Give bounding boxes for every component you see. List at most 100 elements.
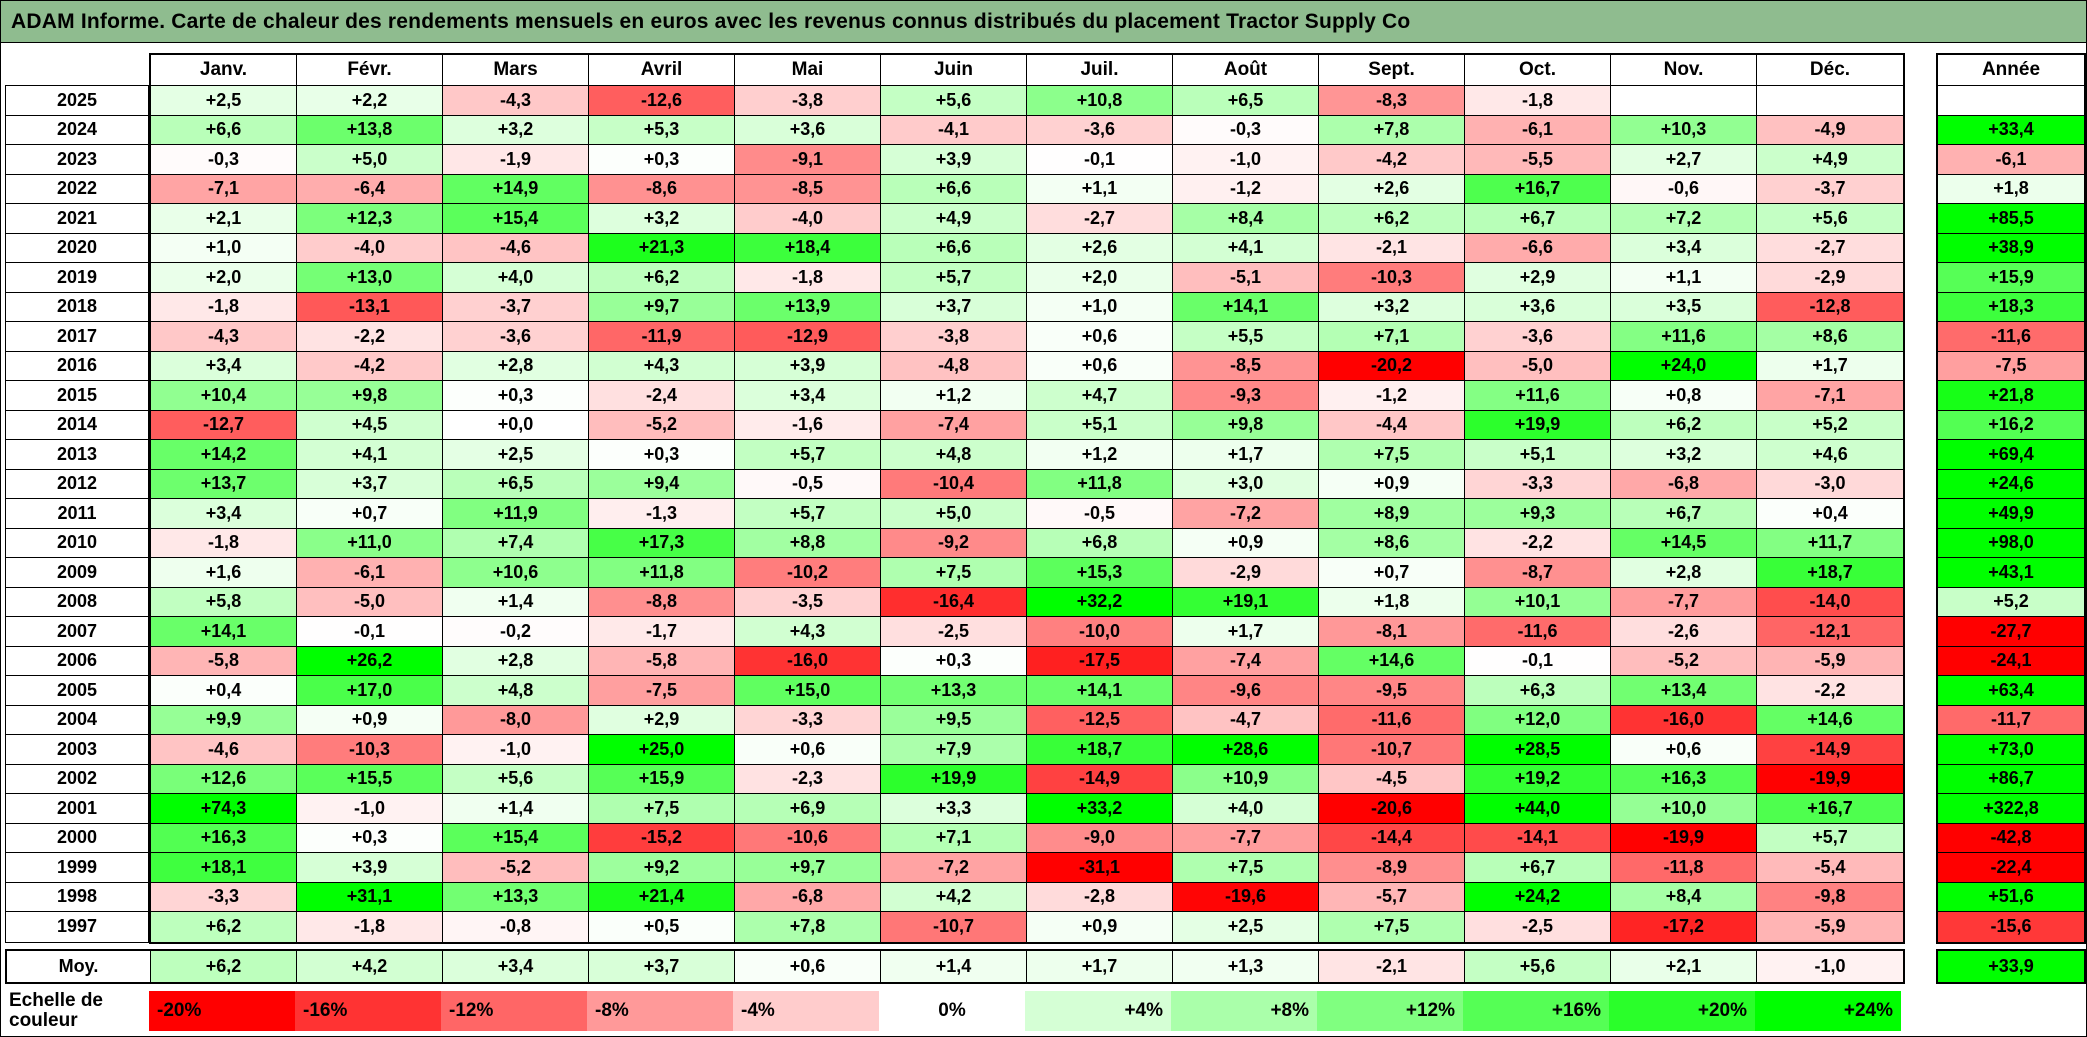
return-cell: -2,7 (1757, 233, 1903, 263)
return-cell: -5,4 (1757, 853, 1903, 883)
return-cell: +74,3 (151, 794, 297, 824)
scale-tick: -4% (733, 991, 879, 1031)
month-header: Janv. (151, 55, 297, 86)
return-cell: +0,3 (297, 823, 443, 853)
return-cell: +15,9 (589, 764, 735, 794)
annual-return-cell: -22,4 (1938, 853, 2084, 883)
year-label: 2024 (6, 115, 148, 145)
month-header: Déc. (1757, 55, 1903, 86)
annual-return-cell: -11,6 (1938, 322, 2084, 352)
return-cell: -5,2 (1611, 646, 1757, 676)
return-cell: +1,4 (443, 587, 589, 617)
return-cell: +4,5 (297, 410, 443, 440)
return-cell: +7,9 (881, 735, 1027, 765)
month-header: Juin (881, 55, 1027, 86)
return-cell: -1,8 (151, 528, 297, 558)
annual-return-cell: +85,5 (1938, 204, 2084, 234)
average-return-cell: +3,4 (443, 951, 589, 982)
return-cell: +3,6 (1465, 292, 1611, 322)
return-cell: -4,7 (1173, 705, 1319, 735)
annual-header: Année (1938, 55, 2084, 86)
return-cell: -4,0 (297, 233, 443, 263)
return-cell: +14,1 (151, 617, 297, 647)
year-label: 2015 (6, 381, 148, 411)
return-cell: -1,8 (297, 912, 443, 942)
return-cell: -9,2 (881, 528, 1027, 558)
return-cell: -11,9 (589, 322, 735, 352)
return-cell: +0,3 (881, 646, 1027, 676)
annual-return-cell: +21,8 (1938, 381, 2084, 411)
return-cell: -5,8 (151, 646, 297, 676)
return-cell: +16,7 (1757, 794, 1903, 824)
return-cell: +19,9 (881, 764, 1027, 794)
return-cell: -5,1 (1173, 263, 1319, 293)
return-cell: -3,6 (1027, 115, 1173, 145)
return-cell: +0,3 (589, 440, 735, 470)
return-cell: +3,2 (1319, 292, 1465, 322)
return-cell: -10,0 (1027, 617, 1173, 647)
return-cell: +11,8 (589, 558, 735, 588)
return-cell: +5,6 (881, 86, 1027, 116)
return-cell: -8,5 (1173, 351, 1319, 381)
return-cell: -8,6 (589, 174, 735, 204)
scale-tick: +8% (1171, 991, 1317, 1031)
return-cell: +2,0 (1027, 263, 1173, 293)
return-cell: +11,8 (1027, 469, 1173, 499)
return-cell: +18,7 (1027, 735, 1173, 765)
return-cell: +10,3 (1611, 115, 1757, 145)
return-cell: -3,7 (443, 292, 589, 322)
scale-tick: 0% (879, 991, 1025, 1031)
return-cell: -3,3 (735, 705, 881, 735)
return-cell: +18,4 (735, 233, 881, 263)
return-cell: +7,5 (1319, 440, 1465, 470)
return-cell: -7,7 (1611, 587, 1757, 617)
return-cell: -3,3 (1465, 469, 1611, 499)
return-cell: -4,3 (151, 322, 297, 352)
return-cell: +5,7 (735, 440, 881, 470)
return-cell: +7,5 (589, 794, 735, 824)
return-cell: +4,9 (1757, 145, 1903, 175)
return-cell: +5,5 (1173, 322, 1319, 352)
return-cell: -3,6 (443, 322, 589, 352)
year-label: 2012 (6, 469, 148, 499)
annual-returns-column: Année +33,4 -6,1 +1,8 +85,5 +38,9 +15,9 +18,3 -1… (1936, 53, 2086, 944)
return-cell: +5,6 (443, 764, 589, 794)
return-cell: +14,1 (1173, 292, 1319, 322)
annual-return-cell: +322,8 (1938, 794, 2084, 824)
return-cell: +6,7 (1611, 499, 1757, 529)
return-cell: +1,8 (1319, 587, 1465, 617)
scale-tick: +12% (1317, 991, 1463, 1031)
return-cell: -3,6 (1465, 322, 1611, 352)
year-label: 2008 (6, 587, 148, 617)
return-cell: -17,2 (1611, 912, 1757, 942)
average-annual-cell-box: +33,9 (1936, 949, 2086, 984)
year-label: 2007 (6, 617, 148, 647)
return-cell: -9,8 (1757, 882, 1903, 912)
return-cell: -9,0 (1027, 823, 1173, 853)
return-cell: +9,8 (297, 381, 443, 411)
average-annual-cell: +33,9 (1938, 951, 2084, 982)
return-cell: +18,7 (1757, 558, 1903, 588)
scale-tick: +20% (1609, 991, 1755, 1031)
return-cell: -4,9 (1757, 115, 1903, 145)
return-cell: +15,0 (735, 676, 881, 706)
return-cell: +28,5 (1465, 735, 1611, 765)
return-cell: +15,3 (1027, 558, 1173, 588)
return-cell: -4,6 (151, 735, 297, 765)
scale-tick: +4% (1025, 991, 1171, 1031)
return-cell: +6,6 (881, 233, 1027, 263)
return-cell: -31,1 (1027, 853, 1173, 883)
year-label: 2017 (6, 322, 148, 352)
return-cell: +3,7 (297, 469, 443, 499)
return-cell: -9,5 (1319, 676, 1465, 706)
return-cell: +2,7 (1611, 145, 1757, 175)
return-cell: -2,2 (1465, 528, 1611, 558)
return-cell: -3,5 (735, 587, 881, 617)
return-cell: -4,3 (443, 86, 589, 116)
return-cell: -9,6 (1173, 676, 1319, 706)
year-label: 2002 (6, 764, 148, 794)
annual-return-cell: +49,9 (1938, 499, 2084, 529)
return-cell: +6,7 (1465, 204, 1611, 234)
return-cell: -6,1 (297, 558, 443, 588)
return-cell: +0,3 (589, 145, 735, 175)
